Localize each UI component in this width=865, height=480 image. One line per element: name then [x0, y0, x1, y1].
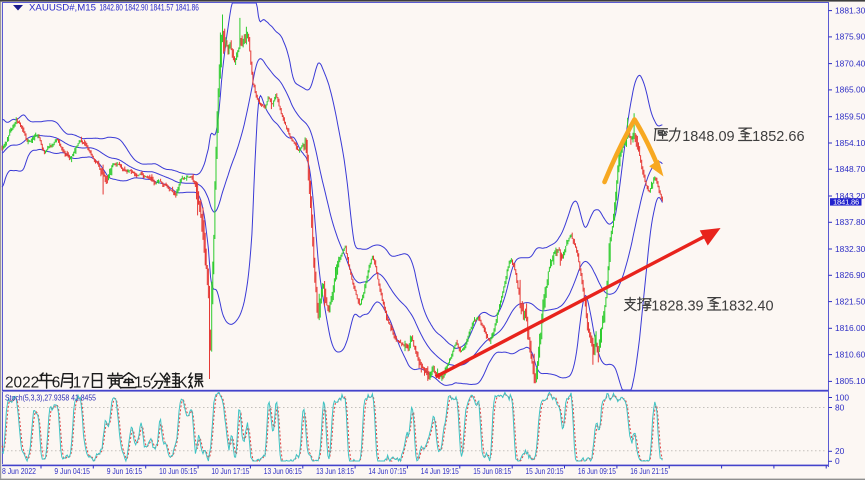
- svg-text:1837.80: 1837.80: [835, 217, 865, 227]
- svg-text:0: 0: [835, 456, 840, 466]
- svg-text:1843.20: 1843.20: [835, 191, 865, 201]
- svg-text:1852.66: 1852.66: [752, 129, 804, 145]
- svg-text:14 Jun 19:15: 14 Jun 19:15: [421, 467, 459, 476]
- svg-text:10 Jun 17:15: 10 Jun 17:15: [211, 467, 249, 476]
- svg-text:1805.10: 1805.10: [835, 376, 865, 386]
- svg-text:1881.30: 1881.30: [835, 5, 865, 15]
- svg-text:6: 6: [52, 375, 61, 392]
- svg-text:1854.10: 1854.10: [835, 138, 865, 148]
- svg-text:14 Jun 07:15: 14 Jun 07:15: [368, 467, 406, 476]
- svg-text:1848.09: 1848.09: [682, 129, 734, 145]
- svg-text:16 Jun 21:15: 16 Jun 21:15: [630, 467, 668, 476]
- svg-text:1848.70: 1848.70: [835, 164, 865, 174]
- svg-text:80: 80: [835, 402, 845, 412]
- svg-text:13 Jun 06:15: 13 Jun 06:15: [264, 467, 302, 476]
- svg-text:15 Jun 08:15: 15 Jun 08:15: [473, 467, 511, 476]
- svg-text:17: 17: [73, 375, 90, 392]
- svg-text:15 Jun 20:15: 15 Jun 20:15: [526, 467, 564, 476]
- svg-text:1832.40: 1832.40: [721, 298, 773, 314]
- svg-text:Stoch(5,3,3),27.9358 41.8455: Stoch(5,3,3),27.9358 41.8455: [5, 393, 96, 403]
- svg-text:1859.50: 1859.50: [835, 112, 865, 122]
- svg-text:2022: 2022: [5, 375, 39, 392]
- svg-text:16 Jun 09:15: 16 Jun 09:15: [578, 467, 616, 476]
- svg-text:1821.50: 1821.50: [835, 296, 865, 306]
- svg-text:100: 100: [835, 392, 849, 402]
- svg-text:10 Jun 05:15: 10 Jun 05:15: [159, 467, 197, 476]
- svg-text:K: K: [177, 375, 188, 392]
- svg-text:13 Jun 18:15: 13 Jun 18:15: [316, 467, 354, 476]
- svg-text:1828.39: 1828.39: [651, 298, 703, 314]
- svg-text:9 Jun 04:15: 9 Jun 04:15: [54, 467, 90, 476]
- svg-text:1826.90: 1826.90: [835, 270, 865, 280]
- svg-text:9 Jun 16:15: 9 Jun 16:15: [107, 467, 143, 476]
- svg-text:1832.30: 1832.30: [835, 244, 865, 254]
- svg-text:15: 15: [134, 375, 151, 392]
- svg-text:1842.80 1842.90 1841.57 1841.8: 1842.80 1842.90 1841.57 1841.86: [99, 3, 199, 13]
- svg-text:XAUUSD#,M15: XAUUSD#,M15: [29, 3, 96, 14]
- svg-text:20: 20: [835, 446, 845, 456]
- svg-text:1816.00: 1816.00: [835, 323, 865, 333]
- svg-text:1870.40: 1870.40: [835, 58, 865, 68]
- svg-text:1810.60: 1810.60: [835, 349, 865, 359]
- svg-text:1841.86: 1841.86: [833, 197, 859, 206]
- svg-text:8 Jun 2022: 8 Jun 2022: [2, 467, 36, 476]
- svg-text:1865.00: 1865.00: [835, 85, 865, 95]
- svg-text:1875.90: 1875.90: [835, 32, 865, 42]
